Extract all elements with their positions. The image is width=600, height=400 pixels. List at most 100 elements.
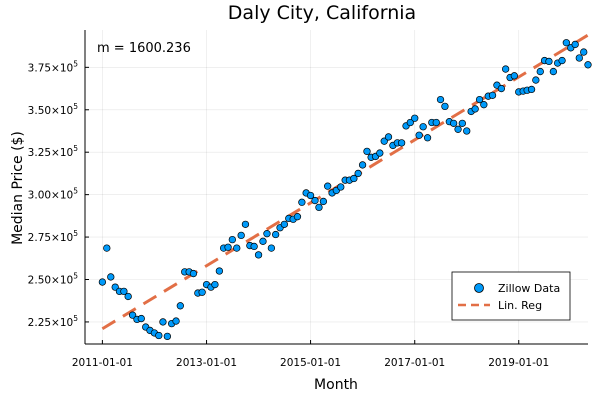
data-point [120,287,128,296]
y-tick-label: 3.25×105 [28,144,79,159]
data-point [311,196,319,205]
slope-annotation: m = 1600.236 [97,41,191,56]
data-point [411,114,419,122]
data-point [406,118,414,127]
data-point [415,131,423,139]
data-point [471,105,479,113]
data-point [475,95,484,104]
data-point [358,161,367,169]
data-point [298,198,306,206]
data-point [107,273,115,281]
data-point [463,127,471,135]
data-point [155,331,163,340]
scatter-layer [98,39,592,341]
data-point [562,39,570,47]
data-point [254,251,263,259]
legend: Zillow Data Lin. Reg [451,271,571,321]
data-point [128,311,137,319]
data-point [306,191,315,200]
y-tick-label: 2.75×105 [28,229,79,244]
data-point [571,40,579,49]
data-point [575,54,583,62]
y-axis-label: Median Price ($) [10,131,26,245]
x-tick-label: 2011-01-01 [72,357,133,369]
data-point [172,317,180,325]
data-point [176,302,184,310]
data-point [558,56,566,65]
data-point [501,65,510,73]
data-point [315,203,323,212]
data-point [580,48,588,56]
data-point [454,125,462,133]
data-point [250,242,258,251]
data-point [549,67,558,76]
data-point [263,230,271,238]
data-point [532,76,540,84]
data-point [497,84,506,93]
y-tick-label: 3.00×105 [28,187,79,202]
data-point [441,102,449,111]
y-ticks: 2.25×105 2.50×105 2.75×105 3.00×105 3.25×105… [28,59,89,329]
y-tick-label: 3.50×105 [28,102,79,117]
data-point [189,269,198,278]
data-point [159,318,167,326]
x-tick-label: 2013-01-01 [176,357,237,369]
data-point [124,292,132,301]
legend-label-linreg: Lin. Reg [498,299,542,312]
data-point [324,182,332,190]
data-point [337,183,345,191]
data-point [458,119,466,128]
data-point [237,231,245,240]
legend-label-zillow: Zillow Data [498,282,560,295]
data-point [527,85,536,94]
data-point [380,137,388,145]
data-point [419,123,427,131]
legend-marker-zillow [474,283,484,293]
data-point [384,133,393,141]
data-point [436,95,445,104]
data-point [350,174,358,183]
data-point [103,244,111,252]
data-point [259,237,267,245]
y-tick-label: 2.50×105 [28,272,79,287]
data-point [480,101,488,109]
data-point [363,147,371,156]
data-point [488,91,497,99]
data-point [423,134,432,142]
x-tick-label: 2019-01-01 [488,357,549,369]
data-point [211,280,219,289]
data-point [510,72,518,80]
data-point [163,332,172,341]
x-tick-label: 2015-01-01 [280,357,341,369]
data-point [98,278,107,286]
x-tick-label: 2017-01-01 [384,357,445,369]
data-point [215,267,224,275]
chart-title: Daly City, California [228,2,416,24]
data-point [376,149,384,157]
data-point [536,67,544,76]
data-point [280,220,288,228]
legend-box [451,271,571,321]
data-point [432,118,440,127]
y-tick-label: 2.25×105 [28,314,79,329]
data-point [198,288,206,296]
data-point [319,197,328,206]
data-point [293,213,302,221]
data-point [224,243,232,251]
data-point [137,314,145,323]
data-point [449,119,458,128]
data-point [267,244,276,252]
data-point [397,139,406,147]
data-point [241,220,250,228]
data-point [354,169,362,178]
x-ticks: 2011-01-01 2013-01-01 2015-01-01 2017-01-01… [72,340,549,369]
data-point [228,235,236,244]
axes [84,30,588,345]
data-point [111,283,119,291]
data-point [272,230,280,239]
data-point [545,57,553,66]
data-point [584,61,592,69]
data-point [233,244,241,252]
x-axis-label: Month [314,377,358,393]
